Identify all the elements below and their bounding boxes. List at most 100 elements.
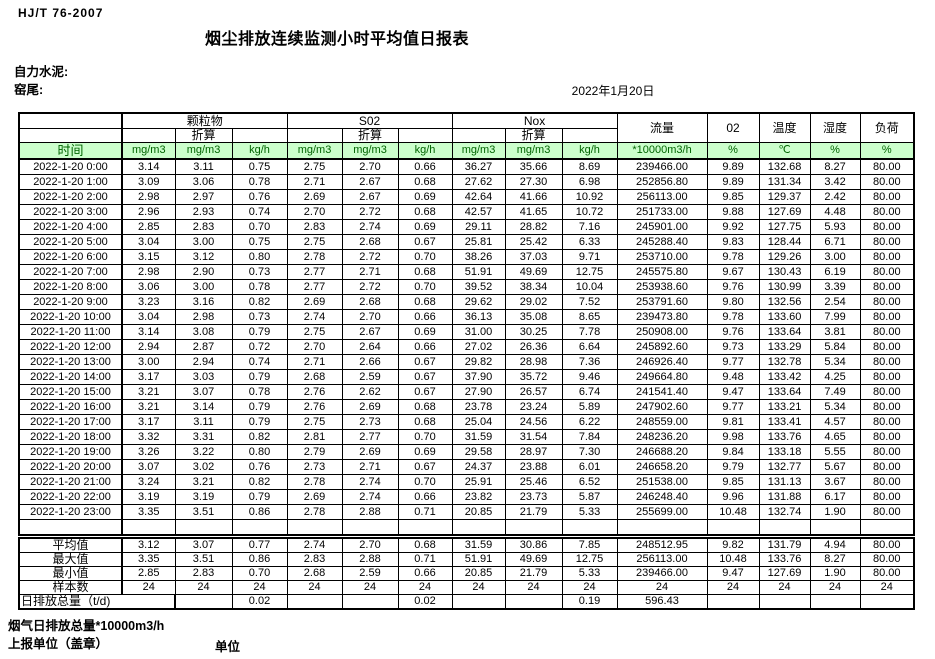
value-cell: 133.64 xyxy=(758,324,811,340)
value-cell: 5.93 xyxy=(809,219,861,235)
summary-value-cell: 80.00 xyxy=(859,552,915,567)
summary-value-cell: 3.12 xyxy=(121,537,176,553)
value-cell: 2.70 xyxy=(286,204,343,220)
value-cell: 9.84 xyxy=(706,444,760,460)
table-row: 2022-1-20 6:00 3.15 3.12 0.80 2.78 2.72 0.70 38… xyxy=(18,249,915,265)
value-cell: 2.74 xyxy=(286,309,343,325)
value-cell: 248559.00 xyxy=(616,414,708,430)
nox-converted-label: 折算 xyxy=(504,128,563,143)
value-cell: 0.69 xyxy=(397,444,453,460)
value-cell: 0.69 xyxy=(397,189,453,205)
value-cell: 3.12 xyxy=(174,249,233,265)
summary-value-cell: 1.90 xyxy=(809,566,861,581)
value-cell: 2.75 xyxy=(286,234,343,250)
value-cell: 2.88 xyxy=(341,504,399,520)
value-cell: 80.00 xyxy=(859,489,915,505)
value-cell: 3.00 xyxy=(809,249,861,265)
value-cell: 2.70 xyxy=(341,309,399,325)
time-cell: 2022-1-20 13:00 xyxy=(18,354,123,370)
value-cell: 2.67 xyxy=(341,174,399,190)
value-cell: 0.67 xyxy=(397,369,453,385)
daily-total-label: 日排放总量（t/d) xyxy=(18,594,176,610)
daily-total-cell xyxy=(504,594,563,610)
summary-row: 最大值 3.35 3.51 0.86 2.83 2.88 0.71 51.91 49.69 12.… xyxy=(18,552,915,567)
time-cell: 2022-1-20 11:00 xyxy=(18,324,123,340)
value-cell: 2.71 xyxy=(341,264,399,280)
summary-value-cell: 2.85 xyxy=(121,566,176,581)
table-row: 2022-1-20 3:00 2.96 2.93 0.74 2.70 2.72 0.68 42… xyxy=(18,204,915,220)
summary-value-cell: 2.59 xyxy=(341,566,399,581)
summary-value-cell: 24 xyxy=(809,580,861,595)
value-cell: 80.00 xyxy=(859,174,915,190)
value-cell: 38.26 xyxy=(451,249,506,265)
time-cell: 2022-1-20 8:00 xyxy=(18,279,123,295)
standard-code: HJ/T 76-2007 xyxy=(18,6,104,20)
value-cell: 80.00 xyxy=(859,279,915,295)
summary-row: 最小值 2.85 2.83 0.70 2.68 2.59 0.66 20.85 21.79 5.3… xyxy=(18,566,915,581)
value-cell: 80.00 xyxy=(859,219,915,235)
value-cell: 251538.00 xyxy=(616,474,708,490)
value-cell: 0.79 xyxy=(231,399,288,415)
value-cell: 38.34 xyxy=(504,279,563,295)
value-cell: 25.81 xyxy=(451,234,506,250)
summary-rows: 平均值 3.12 3.07 0.77 2.74 2.70 0.68 31.59 30.86 7.8… xyxy=(18,537,915,610)
value-cell: 131.88 xyxy=(758,489,811,505)
value-cell: 0.82 xyxy=(231,429,288,445)
value-cell: 80.00 xyxy=(859,474,915,490)
empty-cell xyxy=(451,519,506,536)
value-cell: 0.69 xyxy=(397,219,453,235)
value-cell: 23.24 xyxy=(504,399,563,415)
daily-total-cell xyxy=(451,594,506,610)
value-cell: 4.48 xyxy=(809,204,861,220)
time-column-header: 时间 xyxy=(18,142,123,160)
summary-value-cell: 10.48 xyxy=(706,552,760,567)
summary-value-cell: 2.74 xyxy=(286,537,343,553)
value-cell: 0.66 xyxy=(397,339,453,355)
empty-cell xyxy=(231,128,288,143)
summary-value-cell: 49.69 xyxy=(504,552,563,567)
value-cell: 0.68 xyxy=(397,264,453,280)
value-cell: 3.09 xyxy=(121,174,176,190)
value-cell: 0.79 xyxy=(231,414,288,430)
table-row: 2022-1-20 20:00 3.07 3.02 0.76 2.73 2.71 0.67 2… xyxy=(18,459,915,475)
value-cell: 0.67 xyxy=(397,459,453,475)
summary-row-label: 平均值 xyxy=(18,537,123,553)
value-cell: 9.85 xyxy=(706,189,760,205)
value-cell: 3.32 xyxy=(121,429,176,445)
value-cell: 239473.80 xyxy=(616,309,708,325)
unit-header: mg/m3 xyxy=(121,142,176,160)
value-cell: 3.07 xyxy=(174,384,233,400)
value-cell: 131.13 xyxy=(758,474,811,490)
value-cell: 131.34 xyxy=(758,174,811,190)
pm-converted-label: 折算 xyxy=(174,128,233,143)
time-cell: 2022-1-20 0:00 xyxy=(18,158,123,175)
value-cell: 2.73 xyxy=(341,414,399,430)
value-cell: 3.06 xyxy=(121,279,176,295)
table-row: 2022-1-20 8:00 3.06 3.00 0.78 2.77 2.72 0.70 39… xyxy=(18,279,915,295)
value-cell: 3.11 xyxy=(174,414,233,430)
value-cell: 0.75 xyxy=(231,234,288,250)
summary-row-label: 样本数 xyxy=(18,580,123,595)
value-cell: 246926.40 xyxy=(616,354,708,370)
so2-converted-label: 折算 xyxy=(341,128,399,143)
time-cell: 2022-1-20 9:00 xyxy=(18,294,123,310)
table-row: 2022-1-20 23:00 3.35 3.51 0.86 2.78 2.88 0.71 2… xyxy=(18,504,915,520)
unit-header: % xyxy=(859,142,915,160)
table-row: 2022-1-20 11:00 3.14 3.08 0.79 2.75 2.67 0.69 3… xyxy=(18,324,915,340)
value-cell: 2.66 xyxy=(341,354,399,370)
value-cell: 2.94 xyxy=(174,354,233,370)
group-load: 负荷 xyxy=(859,112,915,143)
value-cell: 127.69 xyxy=(758,204,811,220)
value-cell: 3.17 xyxy=(121,369,176,385)
unit-header: mg/m3 xyxy=(504,142,563,160)
summary-value-cell: 31.59 xyxy=(451,537,506,553)
value-cell: 9.46 xyxy=(561,369,618,385)
summary-value-cell: 133.76 xyxy=(758,552,811,567)
value-cell: 9.71 xyxy=(561,249,618,265)
value-cell: 10.72 xyxy=(561,204,618,220)
value-cell: 5.55 xyxy=(809,444,861,460)
empty-cell xyxy=(121,519,176,536)
empty-cell xyxy=(174,519,233,536)
value-cell: 80.00 xyxy=(859,204,915,220)
summary-value-cell: 3.07 xyxy=(174,537,233,553)
